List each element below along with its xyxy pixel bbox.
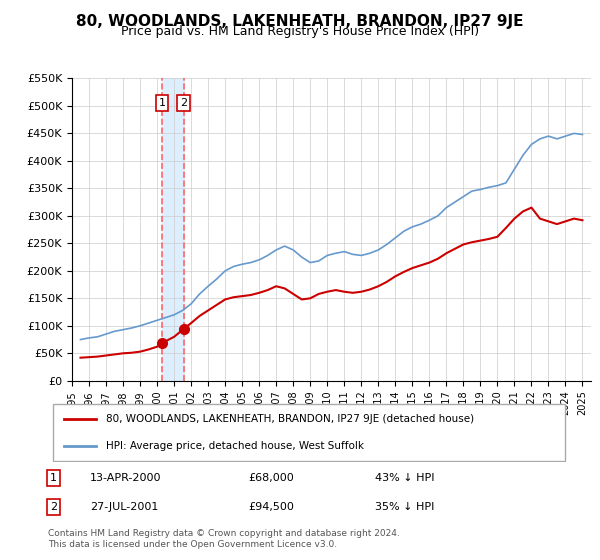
Text: 2: 2 <box>50 502 57 512</box>
Text: 43% ↓ HPI: 43% ↓ HPI <box>376 473 435 483</box>
Text: Price paid vs. HM Land Registry's House Price Index (HPI): Price paid vs. HM Land Registry's House … <box>121 25 479 38</box>
Text: Contains HM Land Registry data © Crown copyright and database right 2024.
This d: Contains HM Land Registry data © Crown c… <box>48 529 400 549</box>
Text: 1: 1 <box>50 473 57 483</box>
Text: 2: 2 <box>180 98 187 108</box>
Text: £68,000: £68,000 <box>248 473 295 483</box>
Text: 80, WOODLANDS, LAKENHEATH, BRANDON, IP27 9JE: 80, WOODLANDS, LAKENHEATH, BRANDON, IP27… <box>76 14 524 29</box>
Text: 80, WOODLANDS, LAKENHEATH, BRANDON, IP27 9JE (detached house): 80, WOODLANDS, LAKENHEATH, BRANDON, IP27… <box>106 414 474 424</box>
Text: 27-JUL-2001: 27-JUL-2001 <box>90 502 158 512</box>
Text: 1: 1 <box>158 98 166 108</box>
Text: HPI: Average price, detached house, West Suffolk: HPI: Average price, detached house, West… <box>106 441 364 451</box>
Text: 13-APR-2000: 13-APR-2000 <box>90 473 162 483</box>
Text: £94,500: £94,500 <box>248 502 295 512</box>
Bar <box>162 78 184 381</box>
FancyBboxPatch shape <box>53 404 565 461</box>
Text: 35% ↓ HPI: 35% ↓ HPI <box>376 502 435 512</box>
